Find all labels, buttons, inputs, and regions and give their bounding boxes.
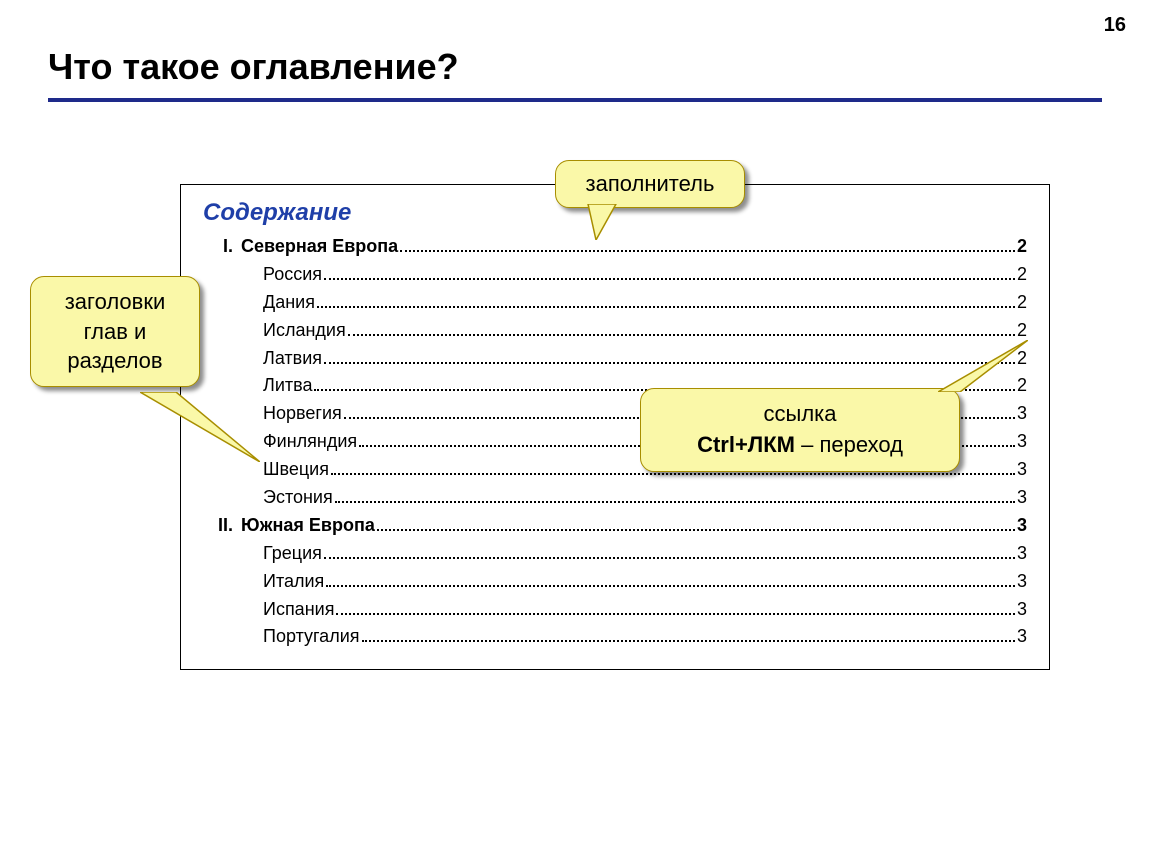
callout-filler-pointer [582, 204, 622, 240]
toc-leader [348, 334, 1015, 336]
toc-leader [324, 362, 1015, 364]
toc-leader [336, 613, 1015, 615]
toc-leader [324, 278, 1015, 280]
toc-item-label: Швеция [263, 456, 329, 484]
toc-leader [400, 250, 1015, 252]
toc-section-row[interactable]: II. Южная Европа 3 [203, 512, 1027, 540]
callout-headings-l2: глав и [51, 317, 179, 347]
callout-link: ссылка Ctrl+ЛКМ – переход [640, 388, 960, 472]
toc-section-num: II. [203, 512, 233, 540]
toc-item-page: 2 [1017, 261, 1027, 289]
toc-item-label: Норвегия [263, 400, 342, 428]
toc-leader [331, 473, 1015, 475]
callout-headings-pointer [140, 392, 260, 462]
toc-item-page: 3 [1017, 400, 1027, 428]
callout-link-rest: – переход [795, 432, 903, 457]
toc-section-page: 2 [1017, 233, 1027, 261]
toc-leader [317, 306, 1015, 308]
toc-item-label: Литва [263, 372, 312, 400]
toc-item-label: Италия [263, 568, 324, 596]
toc-item-row[interactable]: Латвия2 [263, 345, 1027, 373]
toc-item-row[interactable]: Греция 3 [263, 540, 1027, 568]
toc-item-page: 3 [1017, 568, 1027, 596]
toc-item-label: Латвия [263, 345, 322, 373]
page-number: 16 [1104, 14, 1126, 37]
slide-title: Что такое оглавление? [48, 46, 459, 88]
toc-item-row[interactable]: Россия 2 [263, 261, 1027, 289]
callout-headings: заголовки глав и разделов [30, 276, 200, 387]
toc-item-page: 3 [1017, 540, 1027, 568]
toc-item-row[interactable]: Эстония 3 [263, 484, 1027, 512]
toc-item-row[interactable]: Италия 3 [263, 568, 1027, 596]
toc-item-page: 2 [1017, 289, 1027, 317]
callout-headings-l3: разделов [51, 346, 179, 376]
toc-item-label: Португалия [263, 623, 360, 651]
toc-item-page: 3 [1017, 484, 1027, 512]
callout-link-l1: ссылка [661, 399, 939, 430]
toc-item-label: Эстония [263, 484, 333, 512]
toc-item-page: 3 [1017, 596, 1027, 624]
callout-link-pointer [938, 340, 1028, 392]
toc-leader [326, 585, 1015, 587]
toc-item-label: Греция [263, 540, 322, 568]
toc-section-page: 3 [1017, 512, 1027, 540]
toc-item-label: Россия [263, 261, 322, 289]
toc-item-label: Испания [263, 596, 334, 624]
toc-item-label: Дания [263, 289, 315, 317]
callout-filler: заполнитель [555, 160, 745, 208]
toc-leader [335, 501, 1015, 503]
toc-item-row[interactable]: Исландия2 [263, 317, 1027, 345]
toc-section-label: Южная Европа [241, 512, 375, 540]
callout-link-shortcut: Ctrl+ЛКМ [697, 432, 795, 457]
toc-item-row[interactable]: Португалия 3 [263, 623, 1027, 651]
callout-link-l2: Ctrl+ЛКМ – переход [661, 430, 939, 461]
toc-section-label: Северная Европа [241, 233, 398, 261]
toc-leader [377, 529, 1015, 531]
toc-item-row[interactable]: Дания 2 [263, 289, 1027, 317]
toc-item-label: Исландия [263, 317, 346, 345]
toc-item-page: 3 [1017, 623, 1027, 651]
toc-section-num: I. [203, 233, 233, 261]
toc-item-page: 3 [1017, 456, 1027, 484]
toc-item-row[interactable]: Испания 3 [263, 596, 1027, 624]
toc-leader [324, 557, 1015, 559]
callout-filler-text: заполнитель [586, 171, 715, 196]
toc-leader [362, 640, 1015, 642]
slide: 16 Что такое оглавление? Содержание I.Се… [0, 0, 1150, 864]
toc-item-label: Финляндия [263, 428, 357, 456]
toc-item-page: 3 [1017, 428, 1027, 456]
title-underline [48, 98, 1102, 102]
callout-headings-l1: заголовки [51, 287, 179, 317]
